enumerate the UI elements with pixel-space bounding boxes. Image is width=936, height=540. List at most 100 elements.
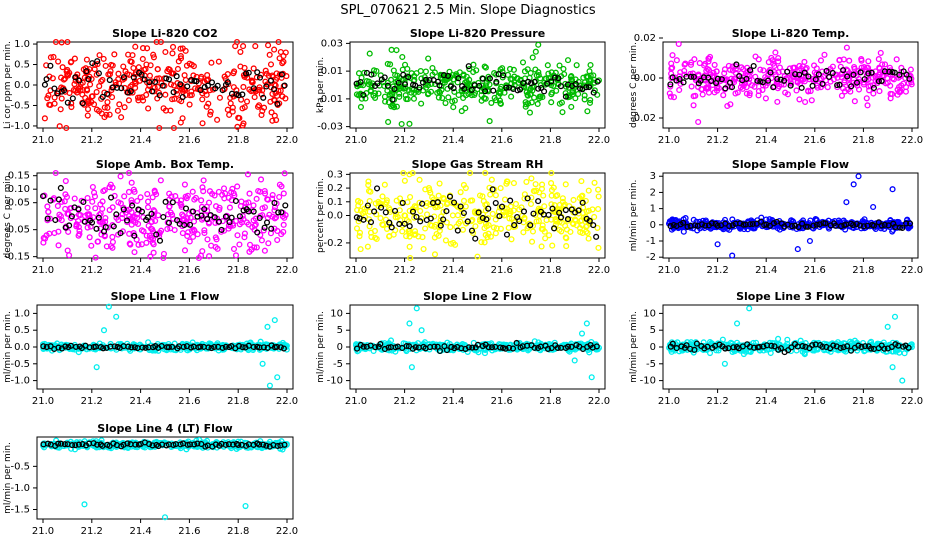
data-point	[443, 219, 450, 226]
black-data-point	[593, 233, 600, 240]
x-tick-label: 21.0	[658, 135, 680, 146]
black-data-point	[374, 80, 381, 87]
data-point	[584, 108, 591, 115]
panel-title: Slope Line 1 Flow	[111, 290, 220, 303]
data-point	[435, 192, 442, 199]
x-tick-label: 21.0	[32, 135, 54, 146]
data-point	[814, 84, 821, 91]
data-point	[746, 90, 753, 97]
data-point	[266, 51, 273, 58]
data-point	[403, 233, 410, 240]
data-point	[274, 236, 281, 244]
black-data-point	[163, 75, 170, 82]
y-tick-label: 1.0	[14, 308, 30, 319]
data-point	[524, 92, 531, 99]
data-point	[41, 115, 48, 122]
data-point	[255, 102, 263, 109]
black-data-point	[201, 84, 208, 91]
data-point	[381, 181, 388, 188]
data-point	[261, 187, 268, 195]
data-point	[583, 222, 590, 230]
data-point	[486, 184, 493, 191]
data-point	[482, 169, 489, 177]
data-point	[422, 186, 429, 193]
data-point	[907, 66, 914, 73]
data-point	[165, 211, 172, 218]
data-point	[431, 223, 438, 230]
data-point	[183, 195, 190, 202]
data-point	[721, 70, 728, 77]
black-data-point	[747, 67, 754, 74]
black-data-point	[357, 78, 364, 86]
outlier-point	[746, 305, 753, 312]
data-point	[743, 84, 750, 91]
data-point	[425, 90, 432, 97]
black-data-point	[860, 223, 867, 230]
data-point	[568, 76, 576, 84]
black-data-point	[47, 197, 54, 204]
outlier-point	[147, 253, 154, 260]
data-point	[274, 227, 281, 234]
black-data-point	[551, 74, 558, 81]
black-data-point	[165, 219, 173, 226]
data-point	[145, 105, 152, 112]
black-data-point	[714, 75, 721, 82]
data-point	[385, 118, 392, 126]
data-point	[128, 197, 135, 204]
data-point	[102, 62, 109, 69]
black-data-point	[878, 77, 885, 84]
black-data-point	[124, 89, 131, 96]
data-point	[99, 219, 106, 226]
data-point	[485, 222, 492, 229]
black-data-point	[572, 81, 579, 88]
black-data-point	[371, 208, 378, 215]
data-point	[245, 199, 252, 206]
data-point	[478, 88, 485, 95]
data-point	[88, 98, 95, 106]
data-point	[695, 83, 702, 90]
y-tick-label: -0.03	[317, 122, 343, 133]
x-tick-label: 21.0	[658, 396, 680, 407]
data-point	[528, 99, 535, 106]
black-data-point	[850, 71, 857, 78]
data-point	[581, 92, 588, 99]
data-point	[216, 94, 223, 101]
data-point	[132, 43, 139, 50]
plot-frame	[349, 41, 606, 129]
black-data-point	[436, 82, 443, 89]
data-point	[893, 56, 900, 63]
black-data-point	[184, 83, 191, 90]
y-tick-label: -0.2	[323, 238, 343, 249]
data-point	[456, 69, 463, 76]
data-point	[280, 221, 287, 228]
plot-frame	[36, 436, 294, 520]
data-point	[276, 193, 283, 201]
black-data-point	[485, 205, 492, 212]
data-point	[539, 226, 546, 233]
y-tick-label: -1	[646, 236, 656, 247]
data-point	[690, 102, 697, 109]
black-data-point	[749, 220, 756, 228]
data-point	[190, 63, 197, 70]
black-data-point	[479, 75, 486, 82]
y-tick-label: 0.10	[8, 184, 30, 195]
data-point	[526, 109, 534, 116]
data-point	[137, 194, 144, 201]
outlier-point	[733, 320, 741, 327]
data-point	[177, 53, 184, 60]
data-point	[450, 104, 457, 111]
data-point	[743, 90, 750, 97]
x-tick-label: 21.4	[129, 265, 151, 276]
black-data-point	[138, 208, 146, 215]
data-point	[512, 200, 520, 208]
data-point	[829, 63, 836, 70]
black-data-point	[208, 79, 216, 86]
data-point	[405, 87, 412, 94]
data-point	[429, 64, 436, 72]
data-point	[129, 52, 136, 59]
y-tick-label: -1.0	[10, 121, 30, 132]
data-point	[538, 243, 545, 250]
data-point	[492, 216, 499, 223]
